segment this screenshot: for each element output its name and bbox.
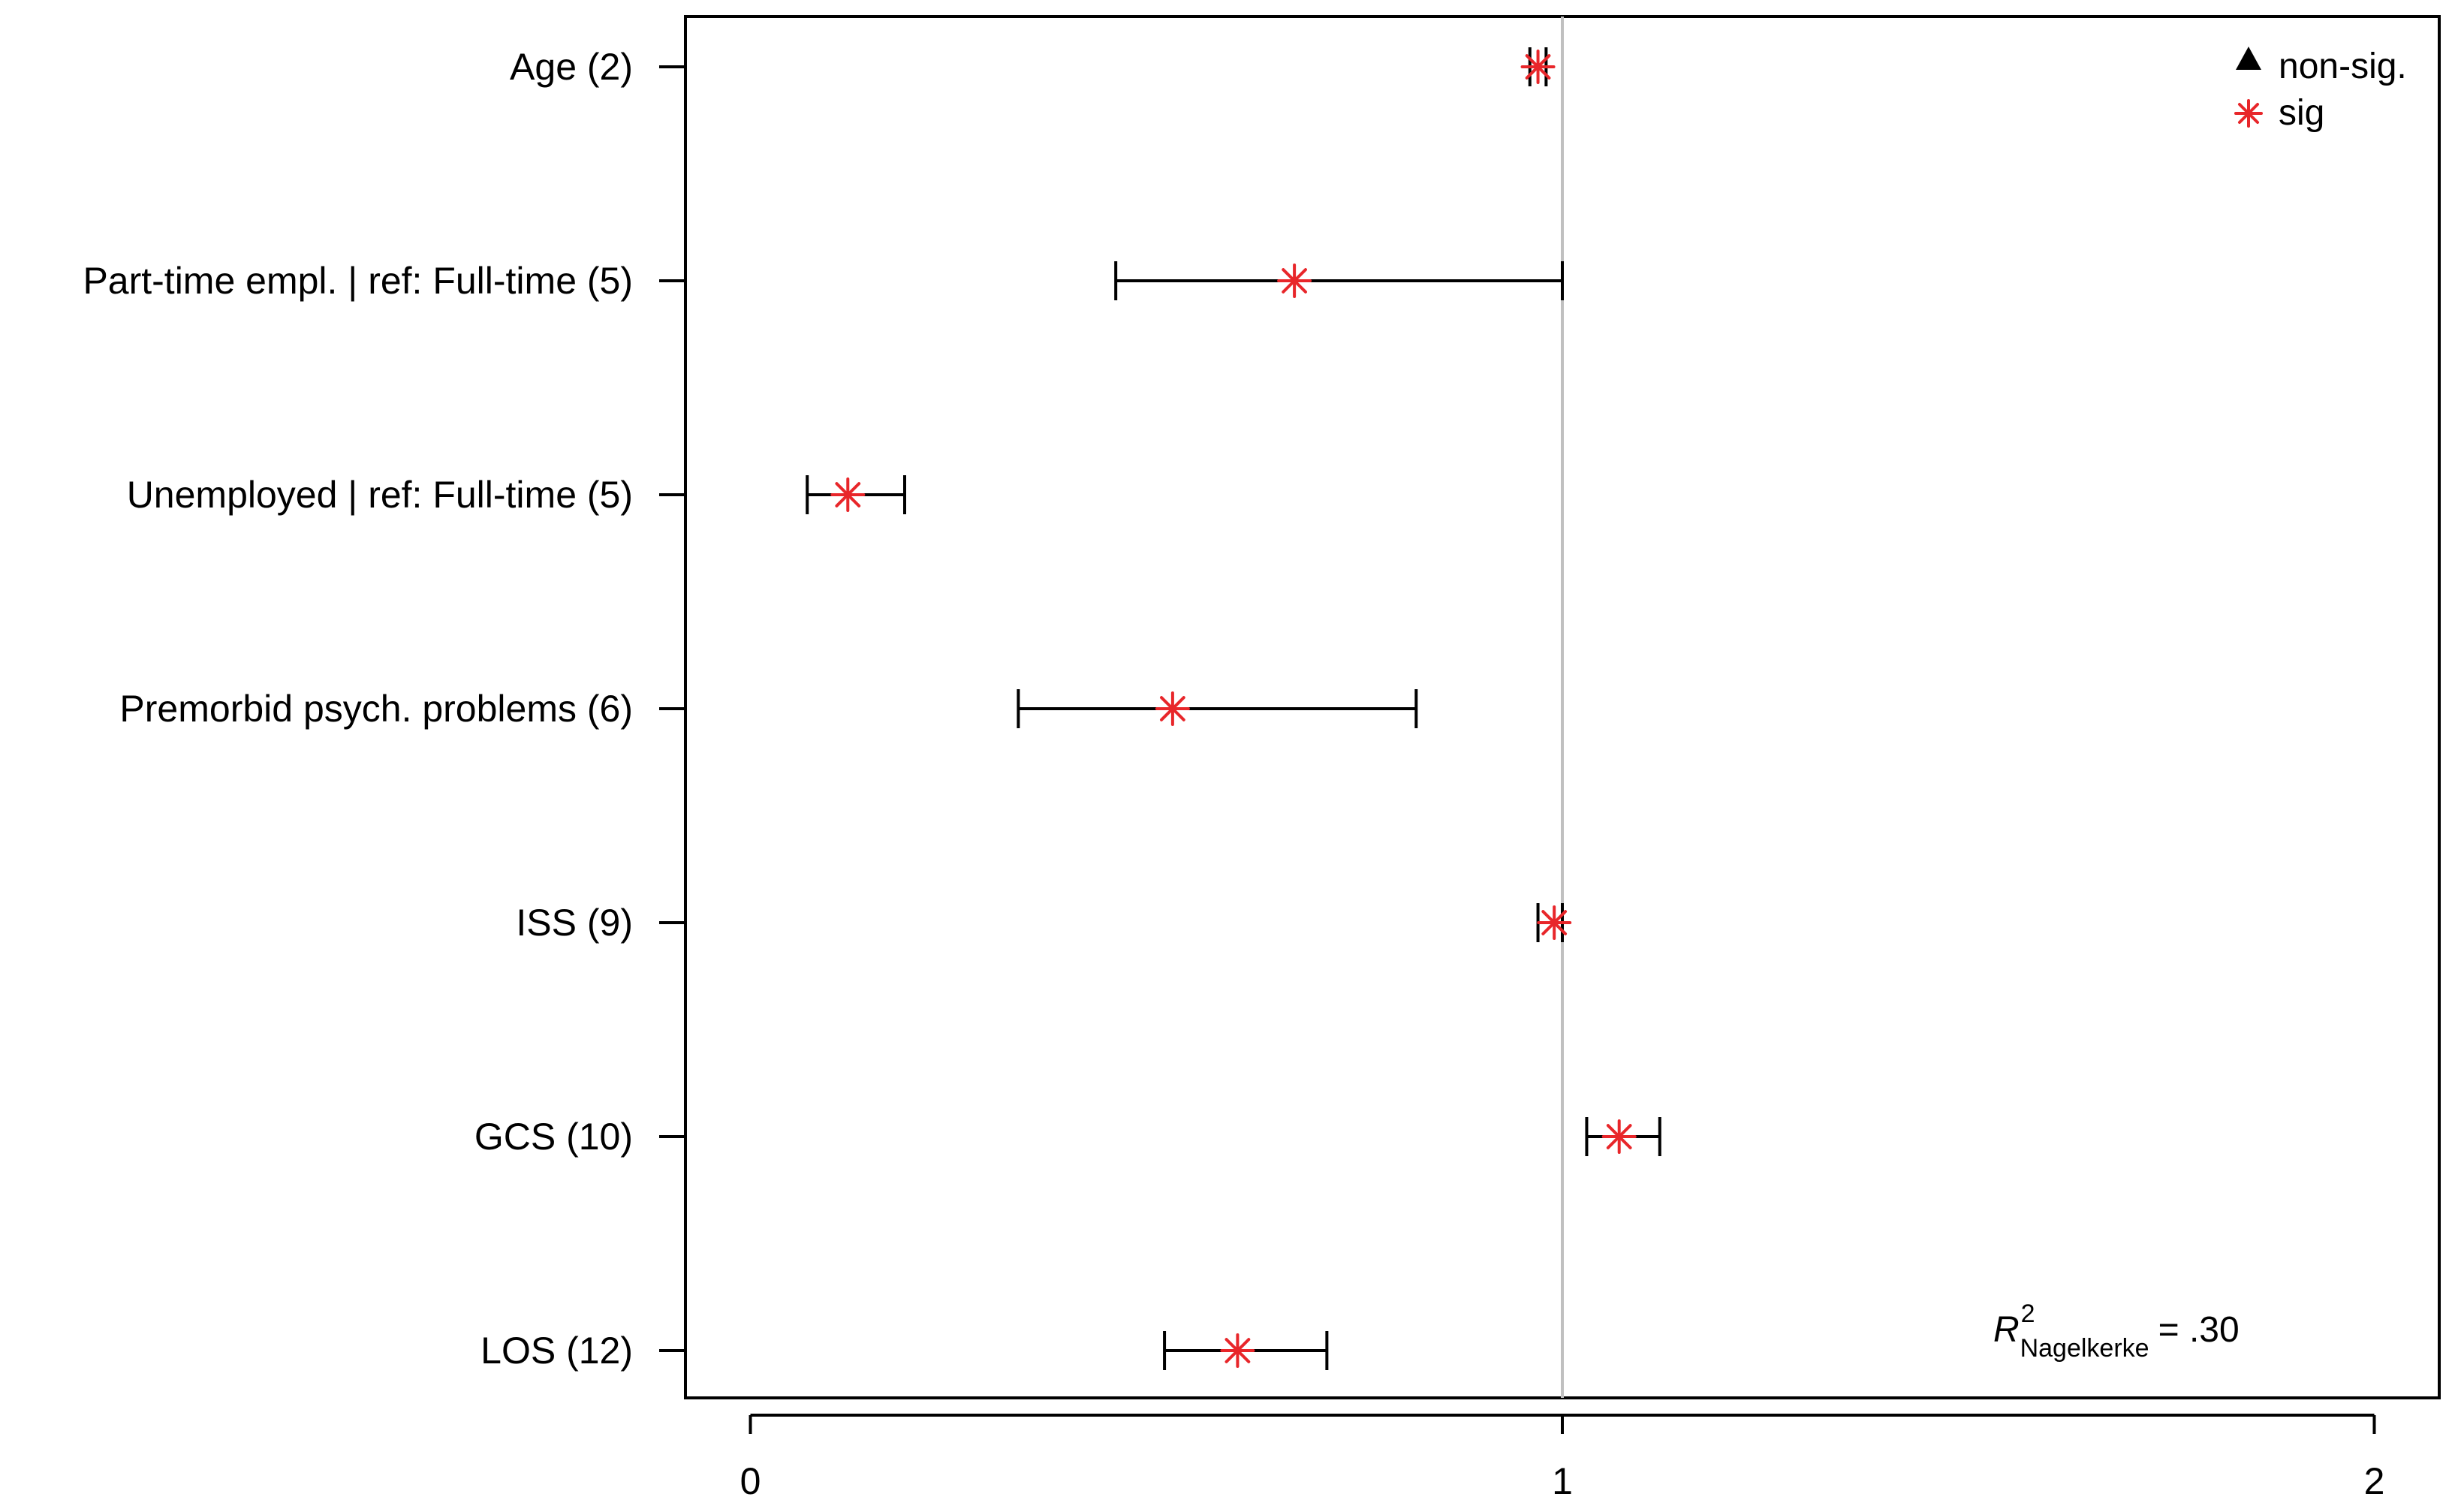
legend-marker-non-sig-icon [2236,47,2261,70]
y-tick-label-los-12: LOS (12) [480,1330,633,1372]
legend-marker-sig-icon [2234,99,2263,128]
y-tick-label-part-time-empl-ref-full-time-5: Part-time empl. | ref: Full-time (5) [83,260,633,302]
y-axis: Age (2) Part-time empl. | ref: Full-time … [83,46,685,1372]
point-estimate-iss-9 [1537,905,1572,940]
r-squared-annotation: R2 Nagelkerke = .30 [1993,1300,2240,1363]
y-tick-label-unemployed-ref-full-time-5: Unemployed | ref: Full-time (5) [127,474,633,516]
point-estimate-premorbid-psych-problems-6 [1155,691,1190,726]
x-tick-label: 0 [740,1460,761,1502]
r-superscript: 2 [2021,1300,2035,1328]
r-value: = .30 [2158,1310,2240,1350]
y-tick-label-premorbid-psych-problems-6: Premorbid psych. problems (6) [119,688,633,730]
y-tick-label-gcs-10: GCS (10) [474,1116,633,1158]
legend-asterisk [2234,99,2263,128]
x-axis: 0 1 2 [740,1414,2385,1502]
y-tick-label-age-2: Age (2) [510,46,633,88]
point-estimate-unemployed-ref-full-time-5 [830,477,866,512]
point-estimate-gcs-10 [1601,1119,1637,1154]
r-subscript: Nagelkerke [2020,1334,2149,1363]
x-tick-label: 2 [2364,1460,2385,1502]
legend: non-sig. sig [2234,47,2407,133]
point-estimate-los-12 [1220,1333,1255,1368]
y-tick-label-iss-9: ISS (9) [516,902,633,944]
data-marks [806,47,1661,1370]
x-tick-label: 1 [1552,1460,1573,1502]
r-symbol: R [1993,1310,2020,1350]
legend-label-non-sig: non-sig. [2279,47,2407,86]
point-estimate-part-time-empl-ref-full-time-5 [1277,264,1312,298]
point-estimate-age-2 [1520,50,1556,84]
legend-label-sig: sig [2279,93,2324,133]
